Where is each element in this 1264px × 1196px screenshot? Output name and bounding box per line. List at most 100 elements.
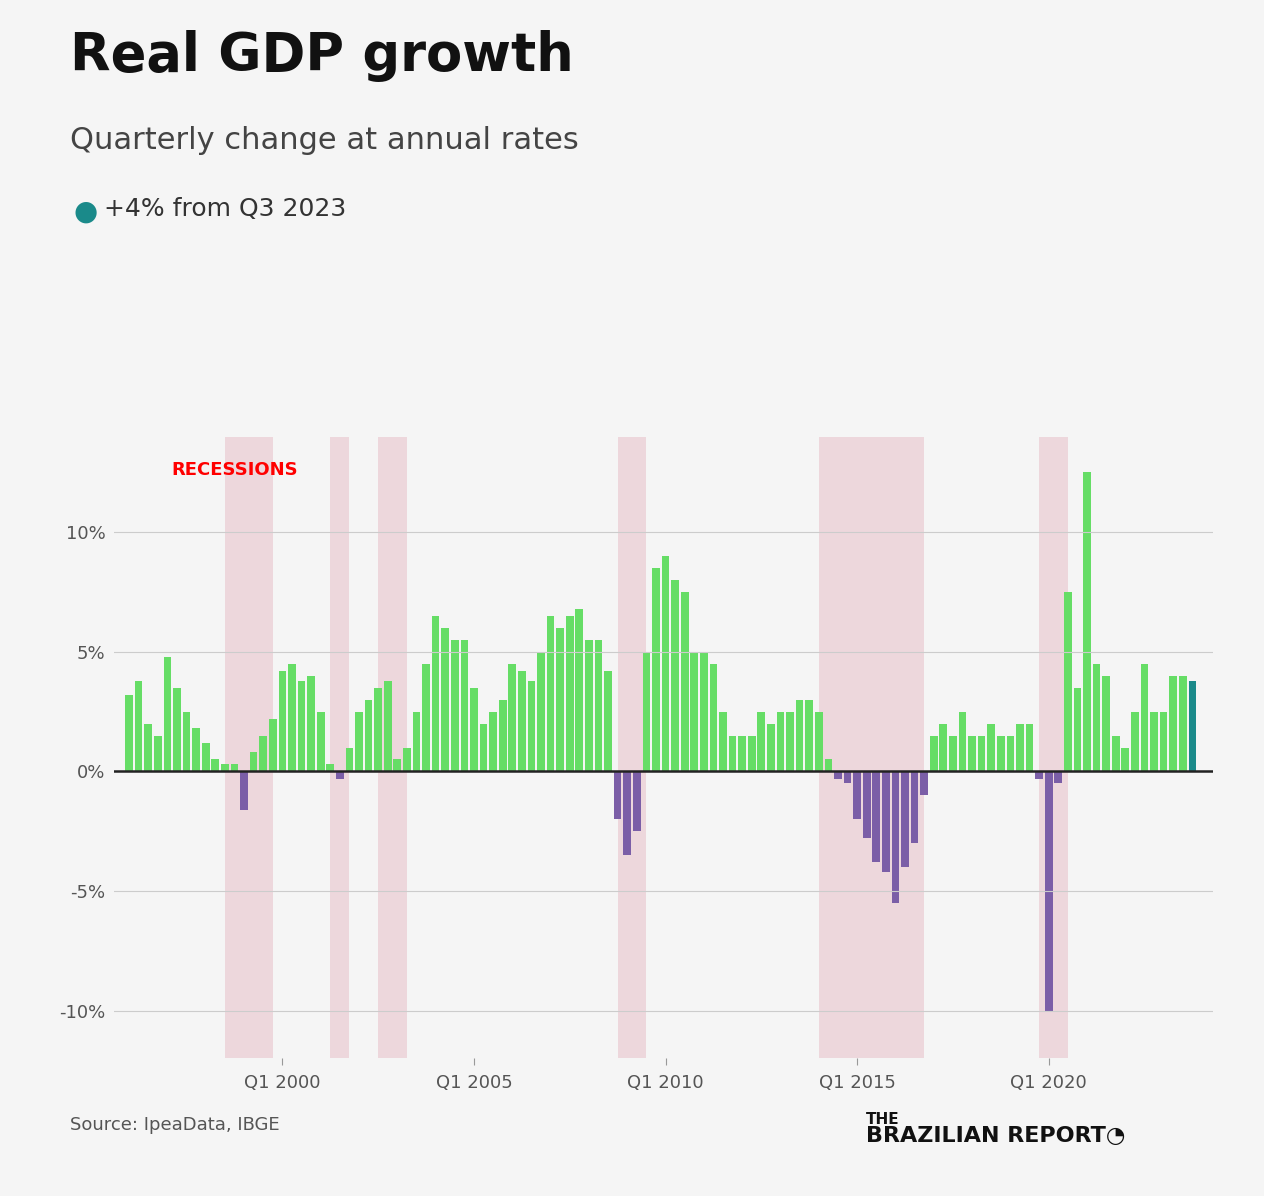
Bar	[661, 556, 670, 771]
Bar	[307, 676, 315, 771]
Bar	[786, 712, 794, 771]
Bar	[585, 640, 593, 771]
Bar	[1093, 664, 1101, 771]
Bar	[642, 652, 650, 771]
Text: Source: IpeaData, IBGE: Source: IpeaData, IBGE	[70, 1116, 279, 1134]
Bar	[997, 736, 1005, 771]
Bar	[221, 764, 229, 771]
Bar	[192, 728, 200, 771]
Bar	[968, 736, 976, 771]
Bar	[518, 671, 526, 771]
Text: +4% from Q3 2023: +4% from Q3 2023	[104, 197, 346, 221]
Bar	[633, 771, 641, 831]
Text: BRAZILIAN REPORT◔: BRAZILIAN REPORT◔	[866, 1125, 1125, 1146]
Bar	[163, 657, 171, 771]
Bar	[796, 700, 804, 771]
Bar	[690, 652, 698, 771]
Bar	[671, 580, 679, 771]
Bar	[700, 652, 708, 771]
Bar	[939, 724, 947, 771]
Bar	[1073, 688, 1081, 771]
Bar	[412, 712, 421, 771]
Bar	[298, 681, 306, 771]
Bar	[681, 592, 689, 771]
Bar	[451, 640, 459, 771]
Bar	[183, 712, 191, 771]
Bar	[853, 771, 861, 819]
Bar	[719, 712, 727, 771]
Bar	[618, 437, 646, 1058]
Bar	[604, 671, 612, 771]
Bar	[441, 628, 449, 771]
Bar	[1150, 712, 1158, 771]
Bar	[527, 681, 535, 771]
Bar	[930, 736, 938, 771]
Bar	[652, 568, 660, 771]
Bar	[240, 771, 248, 810]
Bar	[757, 712, 765, 771]
Bar	[920, 771, 928, 795]
Bar	[479, 724, 488, 771]
Bar	[403, 748, 411, 771]
Text: Real GDP growth: Real GDP growth	[70, 30, 574, 81]
Bar	[1131, 712, 1139, 771]
Bar	[594, 640, 602, 771]
Bar	[911, 771, 919, 843]
Bar	[345, 748, 353, 771]
Bar	[317, 712, 325, 771]
Bar	[1064, 592, 1072, 771]
Bar	[978, 736, 986, 771]
Text: ●: ●	[73, 197, 97, 225]
Bar	[499, 700, 507, 771]
Bar	[1140, 664, 1148, 771]
Bar	[891, 771, 899, 903]
Bar	[872, 771, 880, 862]
Bar	[815, 712, 823, 771]
Bar	[259, 736, 267, 771]
Bar	[843, 771, 852, 783]
Bar	[623, 771, 631, 855]
Bar	[1083, 472, 1091, 771]
Bar	[211, 759, 219, 771]
Bar	[738, 736, 746, 771]
Bar	[230, 764, 239, 771]
Bar	[384, 681, 392, 771]
Bar	[508, 664, 516, 771]
Bar	[135, 681, 143, 771]
Bar	[250, 752, 258, 771]
Bar	[882, 771, 890, 872]
Bar	[863, 771, 871, 838]
Bar	[1035, 771, 1043, 779]
Bar	[125, 695, 133, 771]
Bar	[460, 640, 468, 771]
Bar	[1045, 771, 1053, 1011]
Bar	[378, 437, 407, 1058]
Bar	[1006, 736, 1014, 771]
Bar	[269, 719, 277, 771]
Bar	[614, 771, 622, 819]
Bar	[987, 724, 995, 771]
Bar	[566, 616, 574, 771]
Bar	[1016, 724, 1024, 771]
Bar	[1188, 681, 1196, 771]
Bar	[805, 700, 813, 771]
Bar	[330, 437, 349, 1058]
Bar	[374, 688, 382, 771]
Bar	[776, 712, 784, 771]
Bar	[365, 700, 373, 771]
Bar	[432, 616, 440, 771]
Bar	[489, 712, 497, 771]
Bar	[1054, 771, 1062, 783]
Bar	[537, 652, 545, 771]
Bar	[709, 664, 717, 771]
Bar	[393, 759, 401, 771]
Bar	[422, 664, 430, 771]
Bar	[1025, 724, 1034, 771]
Bar	[1039, 437, 1068, 1058]
Bar	[748, 736, 756, 771]
Bar	[355, 712, 363, 771]
Bar	[1112, 736, 1120, 771]
Bar	[288, 664, 296, 771]
Bar	[767, 724, 775, 771]
Bar	[154, 736, 162, 771]
